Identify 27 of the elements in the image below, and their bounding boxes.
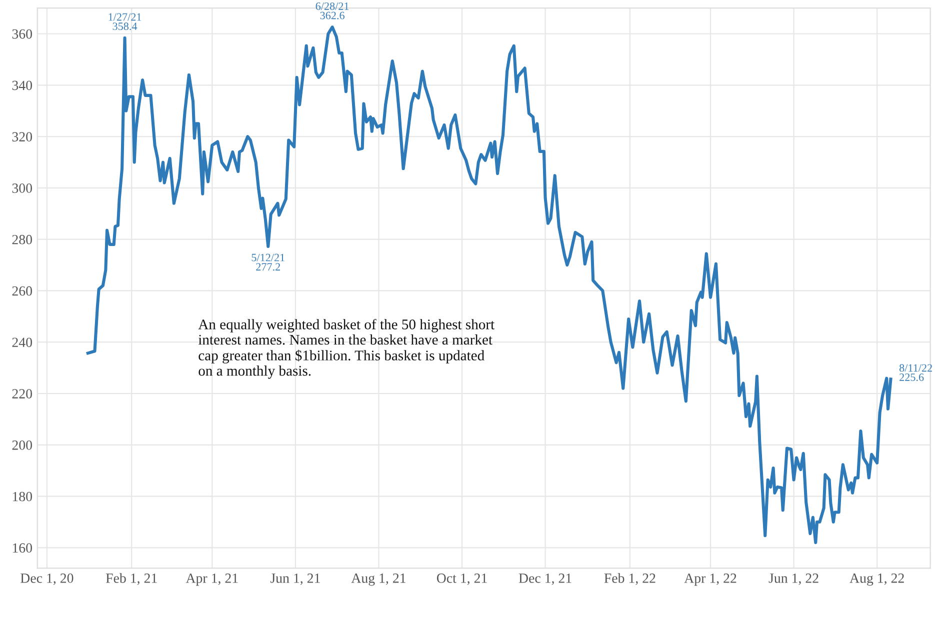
x-tick-label: Oct 1, 21 (436, 574, 487, 585)
x-tick-label: Feb 1, 21 (106, 573, 157, 585)
x-tick-label: Apr 1, 21 (186, 574, 238, 586)
x-tick-label: Apr 1, 22 (684, 574, 736, 586)
y-tick-label: 340 (12, 80, 32, 90)
x-tick-label: Dec 1, 21 (518, 574, 572, 585)
y-tick-label: 280 (12, 234, 32, 244)
y-tick-label: 240 (12, 338, 32, 348)
x-tick-label: Jun 1, 21 (270, 574, 320, 585)
y-tick-label: 200 (12, 440, 32, 450)
y-tick-label: 300 (12, 184, 32, 193)
y-tick-label: 180 (12, 492, 32, 502)
y-tick-label: 160 (12, 543, 32, 553)
annotation: 1/27/21 358.4 (108, 13, 142, 30)
y-tick-label: 360 (12, 29, 32, 39)
x-tick-label: Dec 1, 20 (20, 574, 74, 585)
annotation: 5/12/21 277.2 (252, 254, 284, 271)
x-tick-label: Aug 1, 21 (351, 574, 406, 586)
annotation: 6/28/21 362.6 (316, 2, 349, 20)
x-tick-label: Feb 1, 22 (604, 573, 656, 585)
y-tick-label: 320 (12, 132, 32, 142)
annotation: An equally weighted basket of the 50 highest short interest names. Names in the basket have a market cap greater than $1billion. This basket is updated on a monthly basis. (198, 318, 495, 379)
y-tick-label: 260 (12, 286, 32, 296)
x-tick-label: Aug 1, 22 (850, 574, 904, 586)
x-tick-label: Jun 1, 22 (768, 574, 818, 585)
y-tick-label: 220 (12, 389, 32, 398)
annotation: 8/11/22 225.6 (899, 364, 932, 382)
